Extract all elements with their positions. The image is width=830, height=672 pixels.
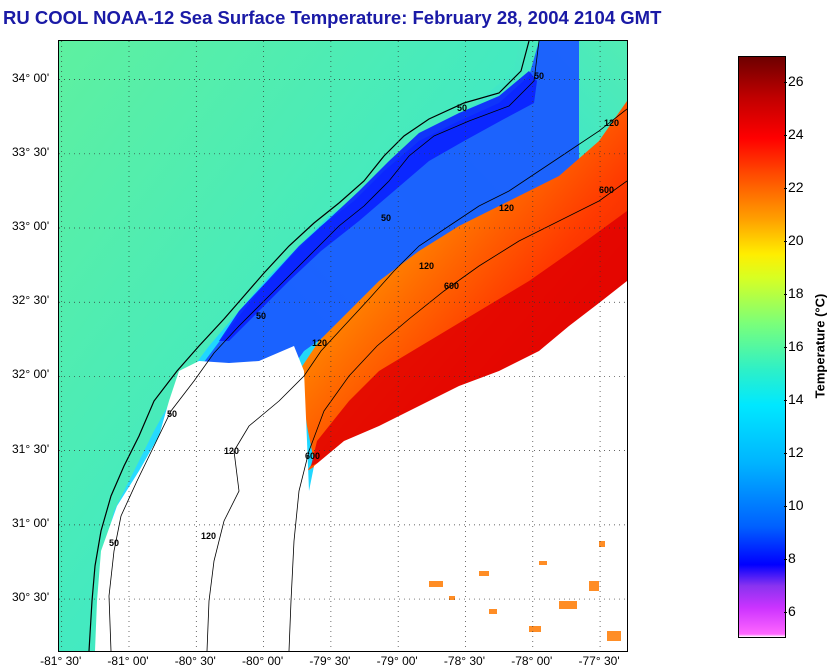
isobath-50	[108, 41, 540, 651]
isobath-label: 600	[599, 185, 614, 195]
isobath-label: 120	[604, 118, 619, 128]
chart-title: RU COOL NOAA-12 Sea Surface Temperature:…	[3, 7, 662, 28]
colorbar-tick-label: 10	[788, 496, 804, 513]
colorbar-tick-label: 6	[788, 602, 796, 619]
land-area	[59, 41, 519, 651]
colorbar-tick-mark	[784, 82, 787, 84]
longitude-label: -77° 30'	[578, 654, 620, 668]
colorbar-tick-mark	[784, 188, 787, 190]
latitude-label: 34° 00'	[12, 70, 50, 85]
colorbar-tick-label: 8	[788, 549, 796, 566]
colorbar-tick-label: 24	[788, 126, 804, 143]
colorbar-tick-mark	[784, 347, 787, 348]
longitude-label: -80° 30'	[174, 654, 216, 668]
isobath-600	[288, 180, 627, 651]
colorbar-tick-mark	[784, 135, 787, 137]
latitude-label: 31° 30'	[12, 441, 50, 456]
isobath-label: 50	[534, 71, 544, 81]
isobath-label: 50	[457, 103, 467, 113]
isobath-label: 120	[312, 338, 327, 348]
colorbar-tick-mark	[784, 558, 787, 560]
longitude-label: -78° 30'	[443, 654, 486, 668]
cloud-mask	[95, 281, 627, 651]
gulf-stream-core	[311, 211, 627, 466]
isobath-label: 120	[419, 261, 434, 271]
isobath-labels: 50 50 50 50 50 50 120 120 120 120 120 12…	[109, 71, 619, 548]
colorbar-tick-mark	[784, 505, 787, 507]
colorbar-tick-label: 22	[788, 179, 804, 196]
colorbar-tick-label: 20	[788, 232, 804, 249]
colorbar-tick-mark	[784, 294, 787, 296]
isobath-label: 50	[256, 311, 266, 321]
latitude-label: 33° 00'	[12, 219, 50, 233]
colorbar-tick-mark	[784, 241, 787, 243]
colorbar-tick-label: 14	[788, 390, 804, 407]
isobath-label: 120	[499, 203, 514, 213]
grid-lines	[59, 41, 627, 651]
colorbar-tick-mark	[784, 611, 787, 613]
isobath-label: 600	[305, 451, 320, 461]
warm-speckles	[429, 541, 621, 641]
colorbar-label: Temperature (°C)	[812, 293, 828, 399]
isobath-label: 50	[167, 409, 177, 419]
isobath-label: 50	[381, 213, 391, 223]
colorbar-tick-label: 26	[788, 73, 804, 90]
latitude-label: 33° 30'	[12, 144, 50, 159]
isobath-label: 50	[109, 538, 119, 548]
latitude-label: 32° 00'	[12, 367, 50, 382]
colorbar-tick-label: 16	[788, 338, 804, 354]
isobath-label: 600	[444, 281, 459, 291]
colorbar-tick-mark	[784, 452, 787, 454]
sst-map-svg: 50 50 50 50 50 50 120 120 120 120 120 12…	[59, 41, 627, 651]
nearshore-coldest	[219, 71, 537, 341]
longitude-label: -81° 30'	[40, 654, 82, 668]
coastline	[88, 41, 530, 651]
longitude-label: -80° 00'	[242, 654, 284, 668]
longitude-label: -79° 30'	[309, 654, 351, 668]
colorbar-tick-label: 12	[788, 443, 804, 460]
longitude-label: -79° 00'	[376, 654, 418, 668]
temperature-colorbar	[738, 56, 786, 638]
colorbar-tick-label: 18	[788, 285, 804, 302]
longitude-label: -78° 00'	[511, 654, 553, 668]
isobath-120	[206, 108, 627, 651]
colorbar-tick-mark	[784, 399, 787, 401]
isobath-label: 120	[224, 446, 239, 456]
isobath-label: 120	[201, 531, 216, 541]
sst-map: 50 50 50 50 50 50 120 120 120 120 120 12…	[58, 40, 628, 652]
latitude-label: 30° 30'	[12, 590, 50, 605]
latitude-label: 31° 00'	[12, 515, 50, 530]
longitude-label: -81° 00'	[107, 654, 149, 668]
latitude-label: 32° 30'	[12, 293, 50, 308]
